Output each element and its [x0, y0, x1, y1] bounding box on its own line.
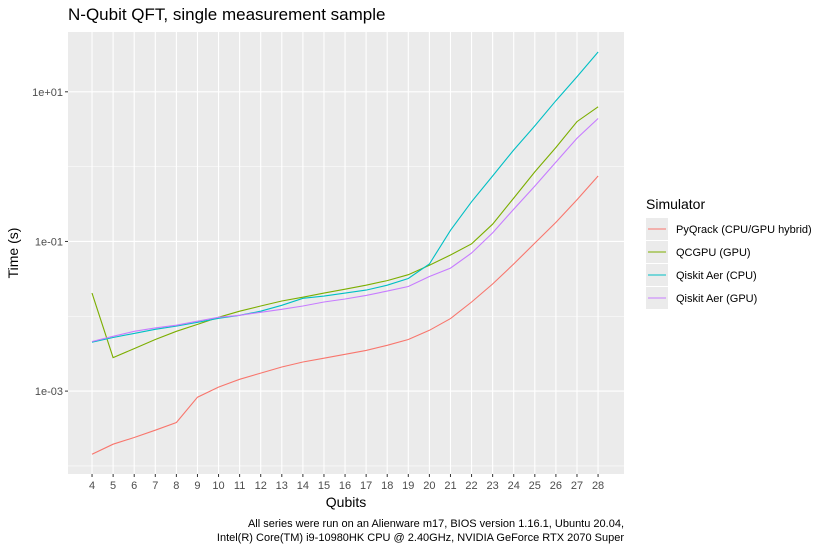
y-axis-label: Time (s): [5, 228, 21, 279]
legend-title: Simulator: [646, 196, 705, 212]
x-tick-label: 4: [89, 480, 95, 492]
x-tick-label: 12: [255, 480, 267, 492]
caption: All series were run on an Alienware m17,…: [248, 518, 624, 530]
caption: Intel(R) Core(TM) i9-10980HK CPU @ 2.40G…: [217, 532, 624, 544]
x-tick-label: 22: [465, 480, 477, 492]
x-tick-label: 26: [550, 480, 562, 492]
x-tick-label: 20: [423, 480, 435, 492]
x-tick-label: 19: [402, 480, 414, 492]
x-tick-label: 17: [360, 480, 372, 492]
x-tick-label: 7: [152, 480, 158, 492]
x-tick-label: 25: [529, 480, 541, 492]
legend-label: Qiskit Aer (GPU): [676, 293, 757, 305]
legend-label: PyQrack (CPU/GPU hybrid): [676, 224, 812, 236]
series-line: [91, 106, 599, 359]
x-tick-label: 23: [487, 480, 499, 492]
x-tick-label: 21: [444, 480, 456, 492]
series-line: [91, 118, 599, 343]
x-tick-label: 10: [212, 480, 224, 492]
y-tick-label: 1e-03: [35, 386, 63, 398]
series-line: [91, 175, 599, 455]
x-tick-label: 13: [276, 480, 288, 492]
x-tick-label: 15: [318, 480, 330, 492]
legend-label: QCGPU (GPU): [676, 247, 751, 259]
x-axis-label: Qubits: [326, 494, 366, 510]
x-tick-label: 14: [297, 480, 309, 492]
legend-label: Qiskit Aer (CPU): [676, 270, 757, 282]
x-tick-label: 6: [131, 480, 137, 492]
y-tick-label: 1e-01: [35, 236, 63, 248]
x-tick-label: 11: [234, 480, 245, 492]
plot-panel: [68, 32, 624, 474]
x-tick-label: 24: [508, 480, 520, 492]
y-tick-label: 1e+01: [32, 87, 63, 99]
chart-title: N-Qubit QFT, single measurement sample: [68, 5, 385, 24]
x-tick-label: 9: [194, 480, 200, 492]
x-tick-label: 28: [592, 480, 604, 492]
x-tick-label: 5: [110, 480, 116, 492]
x-tick-label: 18: [381, 480, 393, 492]
x-tick-label: 16: [339, 480, 351, 492]
x-tick-label: 27: [571, 480, 583, 492]
series-line: [91, 51, 599, 343]
x-tick-label: 8: [173, 480, 179, 492]
